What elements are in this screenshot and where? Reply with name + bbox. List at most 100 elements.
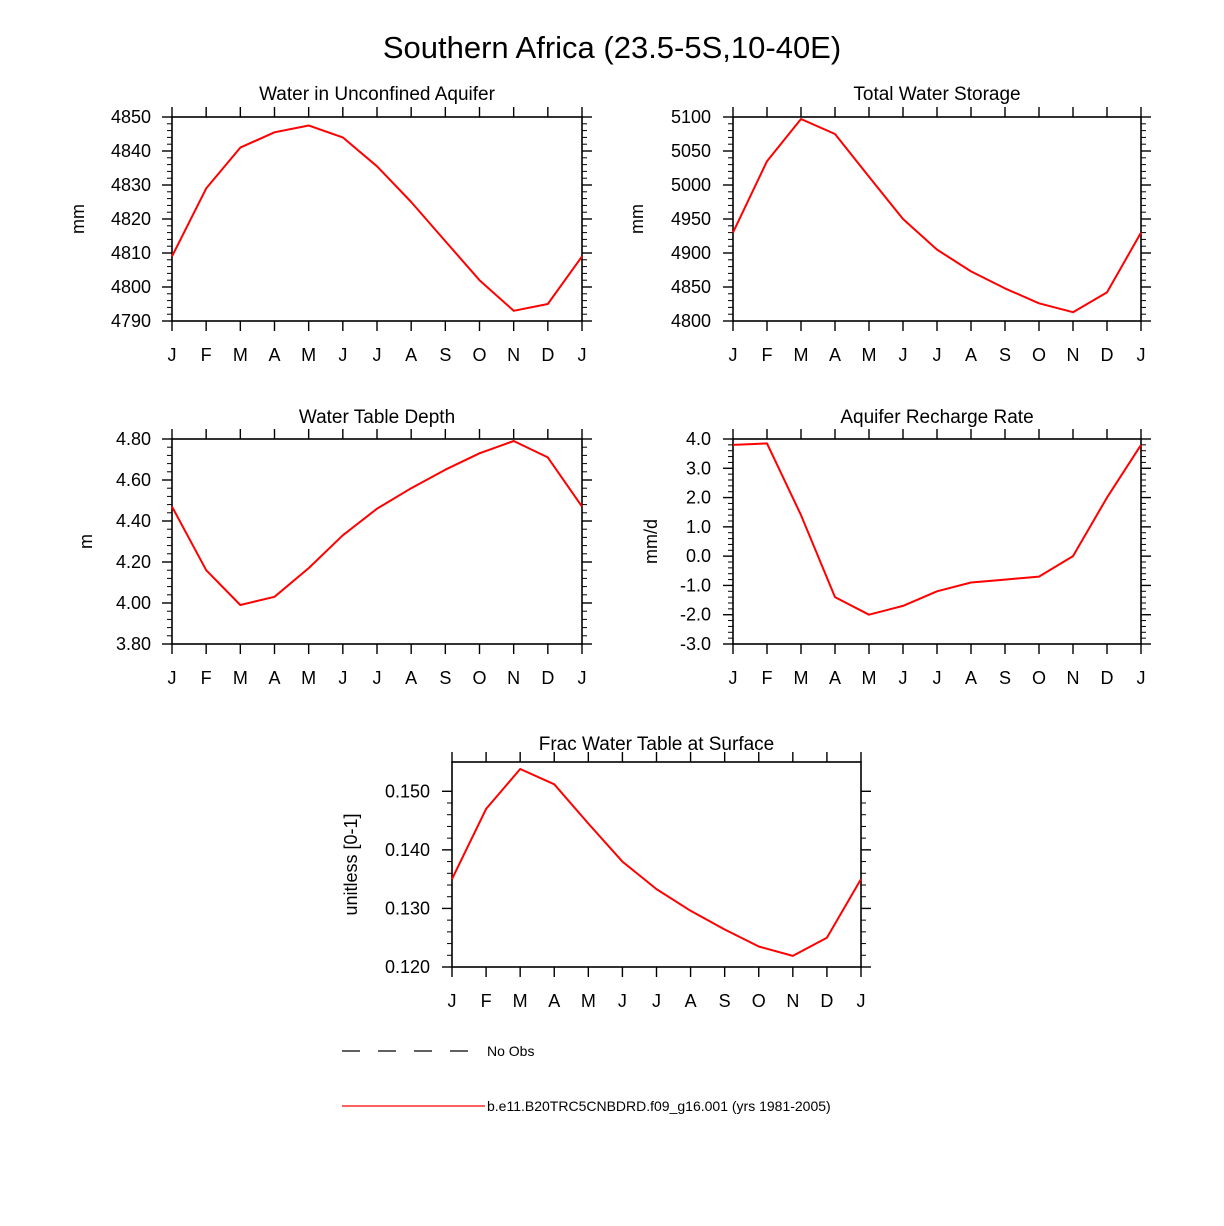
- x-tick-label: J: [373, 345, 382, 365]
- x-tick-label: N: [507, 345, 520, 365]
- x-tick-label: S: [999, 345, 1011, 365]
- x-tick-label: M: [233, 668, 248, 688]
- y-tick-label: 4840: [111, 141, 151, 161]
- y-tick-label: -3.0: [680, 634, 711, 654]
- x-tick-label: J: [1137, 345, 1146, 365]
- y-tick-label: 4800: [671, 311, 711, 331]
- y-tick-label: 4790: [111, 311, 151, 331]
- x-tick-label: J: [729, 668, 738, 688]
- y-tick-label: 4830: [111, 175, 151, 195]
- panel-title: Aquifer Recharge Rate: [840, 407, 1033, 428]
- x-tick-label: J: [168, 668, 177, 688]
- y-tick-label: 4.0: [686, 429, 711, 449]
- plot-frame: [171, 438, 583, 645]
- x-tick-label: A: [268, 345, 280, 365]
- x-tick-label: J: [899, 345, 908, 365]
- x-tick-label: D: [1101, 345, 1114, 365]
- panel-title: Total Water Storage: [853, 84, 1020, 105]
- y-tick-label: 4.80: [116, 429, 151, 449]
- x-tick-label: F: [762, 668, 773, 688]
- x-tick-label: M: [794, 668, 809, 688]
- x-tick-label: J: [1137, 668, 1146, 688]
- x-tick-label: M: [233, 345, 248, 365]
- plot-frame: [732, 438, 1142, 645]
- x-tick-label: A: [829, 668, 841, 688]
- y-axis-label: mm: [68, 204, 88, 234]
- series-line: [171, 124, 583, 312]
- x-tick-label: O: [752, 991, 766, 1011]
- y-tick-label: 4820: [111, 209, 151, 229]
- series-line: [451, 768, 862, 957]
- legend: No Obs b.e11.B20TRC5CNBDRD.f09_g16.001 (…: [342, 1043, 831, 1114]
- legend-label-model-run: b.e11.B20TRC5CNBDRD.f09_g16.001 (yrs 198…: [487, 1098, 831, 1114]
- x-tick-label: O: [472, 345, 486, 365]
- x-tick-label: N: [1067, 345, 1080, 365]
- x-tick-label: J: [373, 668, 382, 688]
- x-tick-label: J: [338, 668, 347, 688]
- y-tick-label: 0.120: [385, 957, 430, 977]
- y-tick-label: 3.80: [116, 634, 151, 654]
- x-tick-label: M: [301, 345, 316, 365]
- x-tick-label: O: [472, 668, 486, 688]
- x-tick-label: M: [301, 668, 316, 688]
- x-tick-label: A: [965, 345, 977, 365]
- x-tick-label: F: [481, 991, 492, 1011]
- panel-frac-water-table-surface: Frac Water Table at Surface unitless [0-1…: [341, 734, 871, 1011]
- y-tick-label: 4850: [671, 277, 711, 297]
- x-tick-label: A: [268, 668, 280, 688]
- y-tick-label: -1.0: [680, 575, 711, 595]
- x-tick-label: J: [168, 345, 177, 365]
- y-axis-label: m: [76, 534, 96, 549]
- y-tick-label: 0.0: [686, 546, 711, 566]
- x-tick-label: M: [862, 345, 877, 365]
- x-tick-label: D: [1101, 668, 1114, 688]
- plot-frame: [732, 116, 1142, 322]
- y-tick-label: 4900: [671, 243, 711, 263]
- x-tick-label: A: [405, 668, 417, 688]
- x-tick-label: S: [439, 345, 451, 365]
- x-tick-label: J: [933, 668, 942, 688]
- y-tick-label: 4.60: [116, 470, 151, 490]
- series-line: [732, 442, 1142, 616]
- y-tick-label: 5100: [671, 107, 711, 127]
- series-line: [171, 440, 583, 606]
- figure-title: Southern Africa (23.5-5S,10-40E): [383, 30, 841, 65]
- x-tick-label: N: [507, 668, 520, 688]
- x-tick-label: D: [541, 668, 554, 688]
- x-tick-label: N: [786, 991, 799, 1011]
- x-tick-label: M: [581, 991, 596, 1011]
- x-tick-label: M: [794, 345, 809, 365]
- x-tick-label: J: [578, 345, 587, 365]
- x-tick-label: J: [729, 345, 738, 365]
- y-tick-label: 0.140: [385, 840, 430, 860]
- y-tick-label: 4950: [671, 209, 711, 229]
- x-tick-label: A: [965, 668, 977, 688]
- x-tick-label: D: [541, 345, 554, 365]
- x-tick-label: S: [999, 668, 1011, 688]
- x-tick-label: M: [862, 668, 877, 688]
- x-tick-label: J: [652, 991, 661, 1011]
- series-line: [732, 118, 1142, 314]
- plot-frame: [171, 116, 583, 322]
- y-axis-label: mm: [627, 204, 647, 234]
- panel-title: Water in Unconfined Aquifer: [259, 84, 496, 105]
- y-tick-label: 4.40: [116, 511, 151, 531]
- x-tick-label: D: [820, 991, 833, 1011]
- x-tick-label: S: [439, 668, 451, 688]
- y-tick-label: 5050: [671, 141, 711, 161]
- panel-title: Frac Water Table at Surface: [539, 734, 775, 755]
- y-tick-label: 1.0: [686, 517, 711, 537]
- x-tick-label: O: [1032, 668, 1046, 688]
- y-tick-label: 2.0: [686, 488, 711, 508]
- y-tick-label: 0.150: [385, 781, 430, 801]
- x-tick-label: J: [933, 345, 942, 365]
- y-tick-label: 5000: [671, 175, 711, 195]
- x-tick-label: O: [1032, 345, 1046, 365]
- y-axis-label: unitless [0-1]: [341, 813, 361, 915]
- y-tick-label: 4850: [111, 107, 151, 127]
- y-tick-label: 4810: [111, 243, 151, 263]
